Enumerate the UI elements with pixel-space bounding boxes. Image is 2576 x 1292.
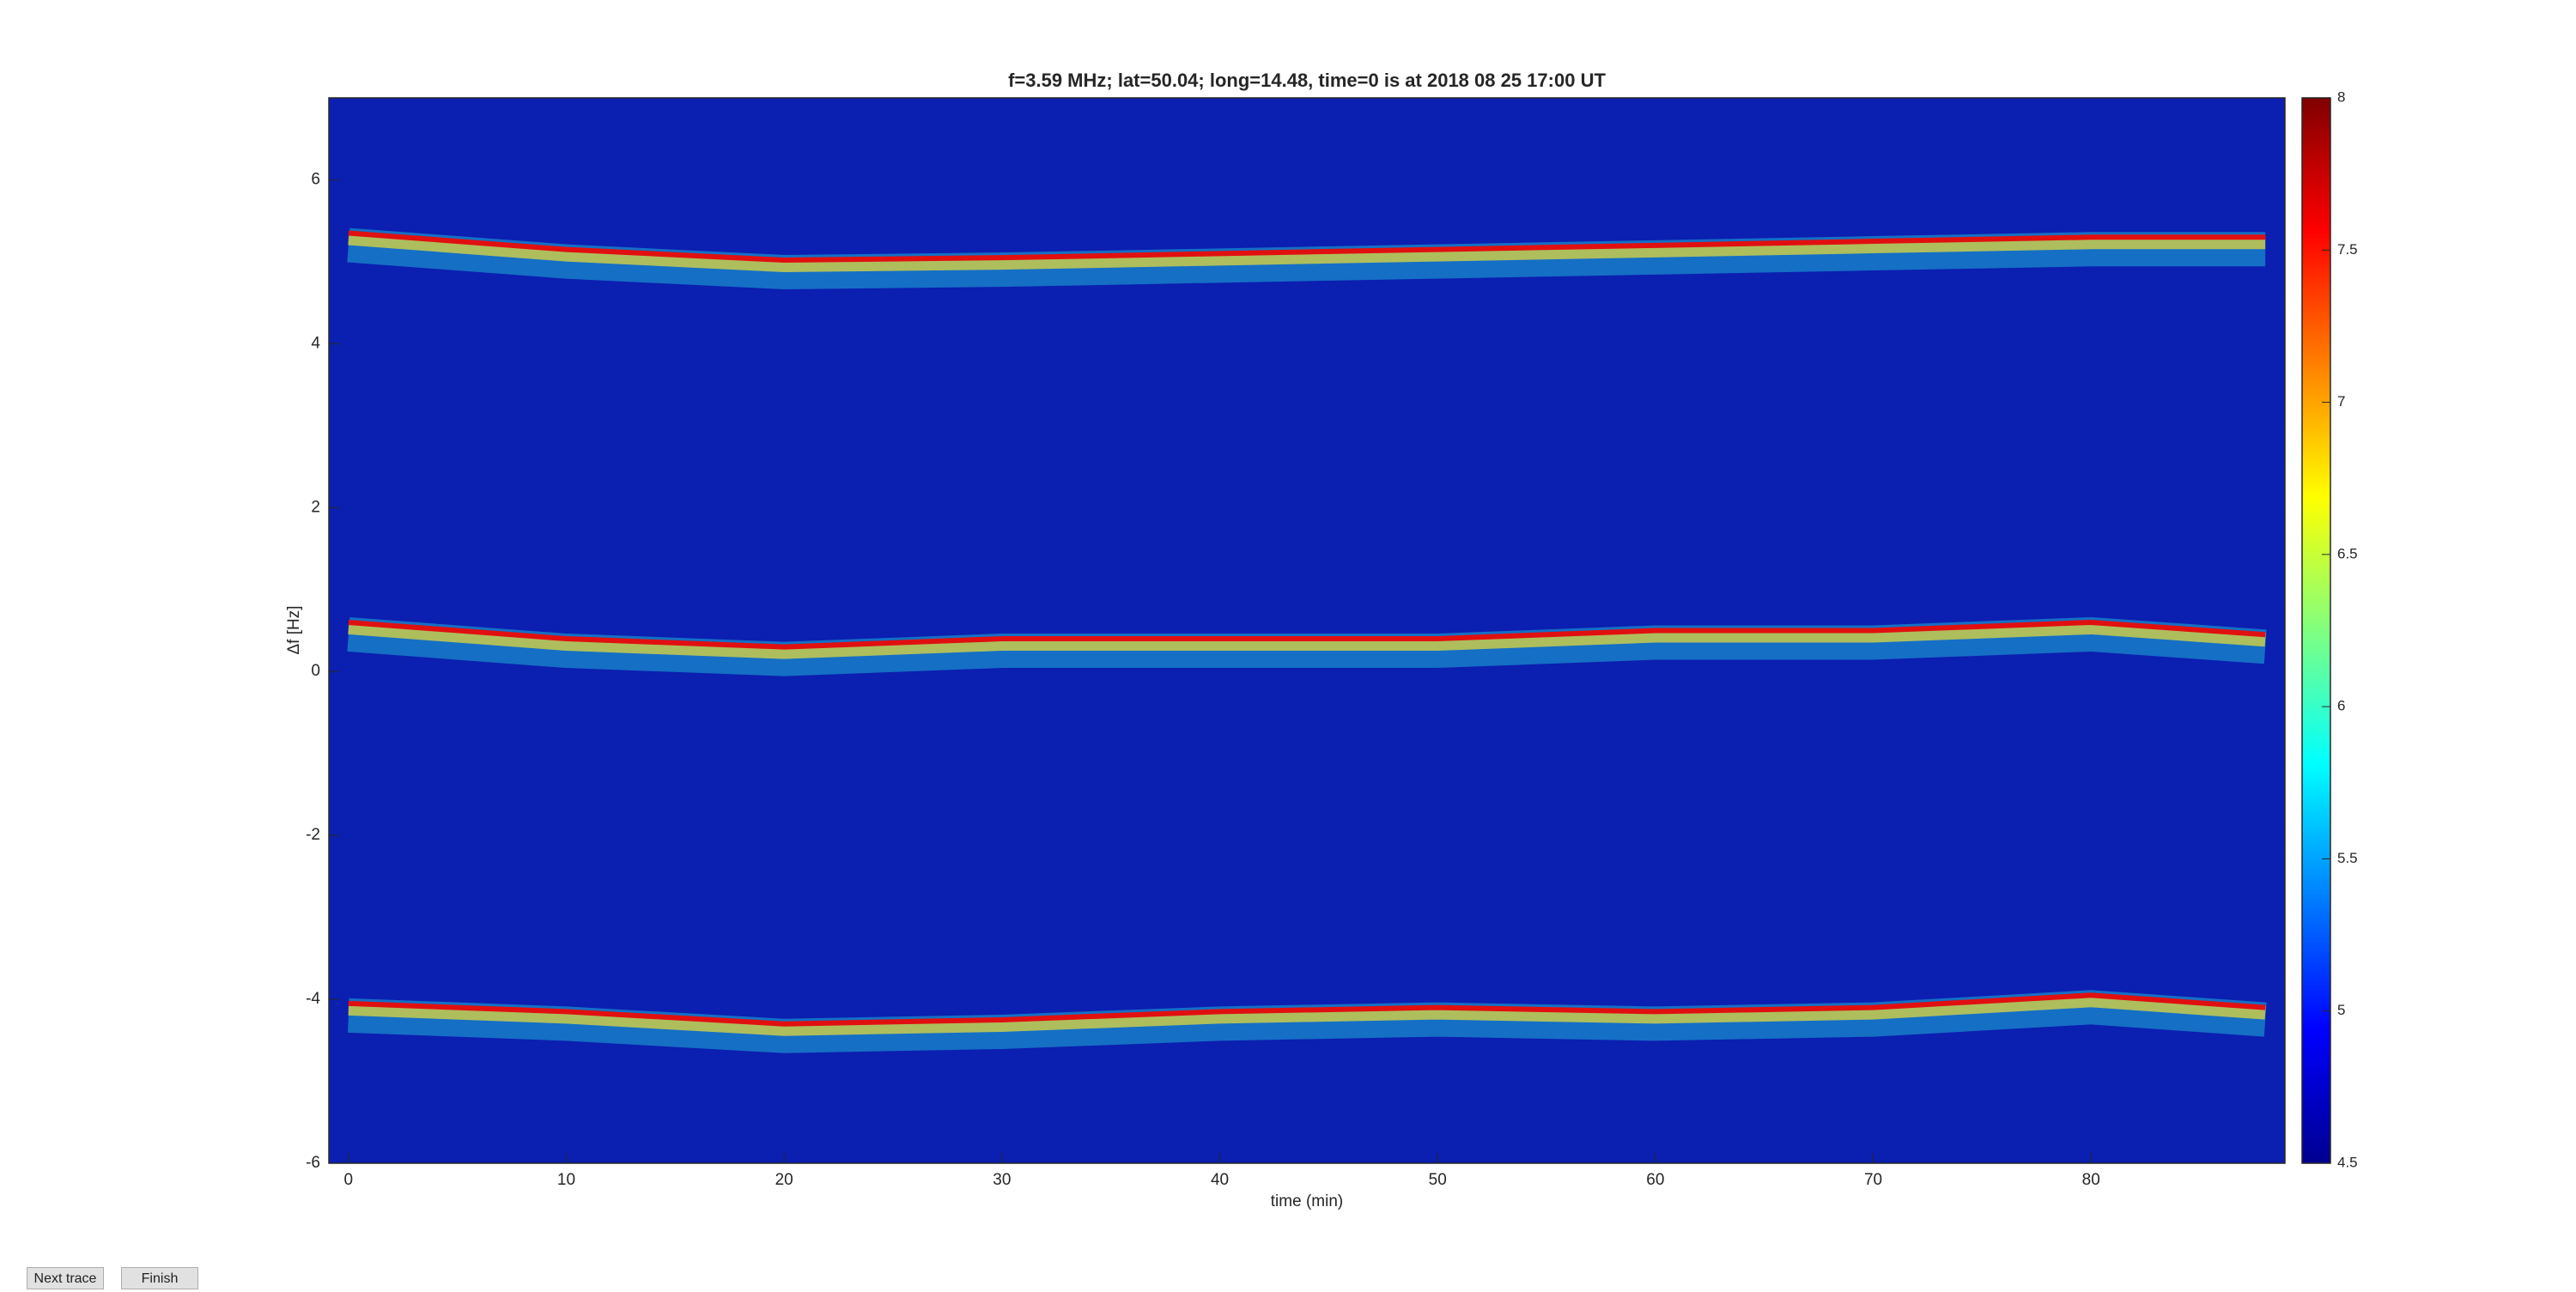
colorbar-tick-label: 6 (2337, 698, 2345, 714)
colorbar-tick-label: 6.5 (2337, 545, 2358, 561)
colorbar-tick-label: 7 (2337, 393, 2345, 409)
x-tick-label: 30 (993, 1171, 1011, 1189)
colorbar-frame (2301, 97, 2331, 1164)
x-tick-label: 0 (344, 1171, 354, 1189)
y-tick-label: -4 (306, 990, 320, 1008)
colorbar-tick-label: 4.5 (2337, 1154, 2358, 1170)
x-tick-label: 50 (1429, 1171, 1447, 1189)
x-tick-label: 40 (1211, 1171, 1229, 1189)
trace-core (348, 993, 2266, 1036)
x-axis-label: time (min) (1271, 1192, 1343, 1210)
x-tick-label: 20 (775, 1171, 793, 1189)
y-tick-label: 4 (311, 334, 320, 352)
colorbar-tick-label: 7.5 (2337, 241, 2358, 258)
x-tick-label: 80 (2082, 1171, 2100, 1189)
chart-title: f=3.59 MHz; lat=50.04; long=14.48, time=… (1008, 70, 1606, 91)
x-tick-label: 70 (1864, 1171, 1882, 1189)
colorbar-tick-label: 8 (2337, 88, 2345, 105)
colorbar-tick-label: 5 (2337, 1002, 2345, 1018)
x-tick-label: 10 (557, 1171, 575, 1189)
trace-core (348, 231, 2266, 273)
y-tick-label: 2 (311, 498, 320, 516)
y-tick-label: -6 (306, 1154, 320, 1172)
y-tick-label: 6 (311, 170, 320, 188)
y-tick-label: 0 (311, 662, 320, 680)
trace (348, 992, 2266, 1027)
y-axis-label: Δf [Hz] (285, 605, 303, 654)
y-tick-label: -2 (306, 826, 320, 844)
plot-frame (328, 97, 2286, 1164)
trace-core (348, 620, 2266, 659)
finish-button[interactable]: Finish (121, 1267, 198, 1289)
next-trace-button[interactable]: Next trace (27, 1267, 104, 1289)
colorbar-tick-label: 5.5 (2337, 850, 2358, 866)
trace (348, 619, 2266, 650)
x-tick-label: 60 (1646, 1171, 1664, 1189)
colorbar (2302, 98, 2330, 1163)
trace (348, 230, 2266, 264)
